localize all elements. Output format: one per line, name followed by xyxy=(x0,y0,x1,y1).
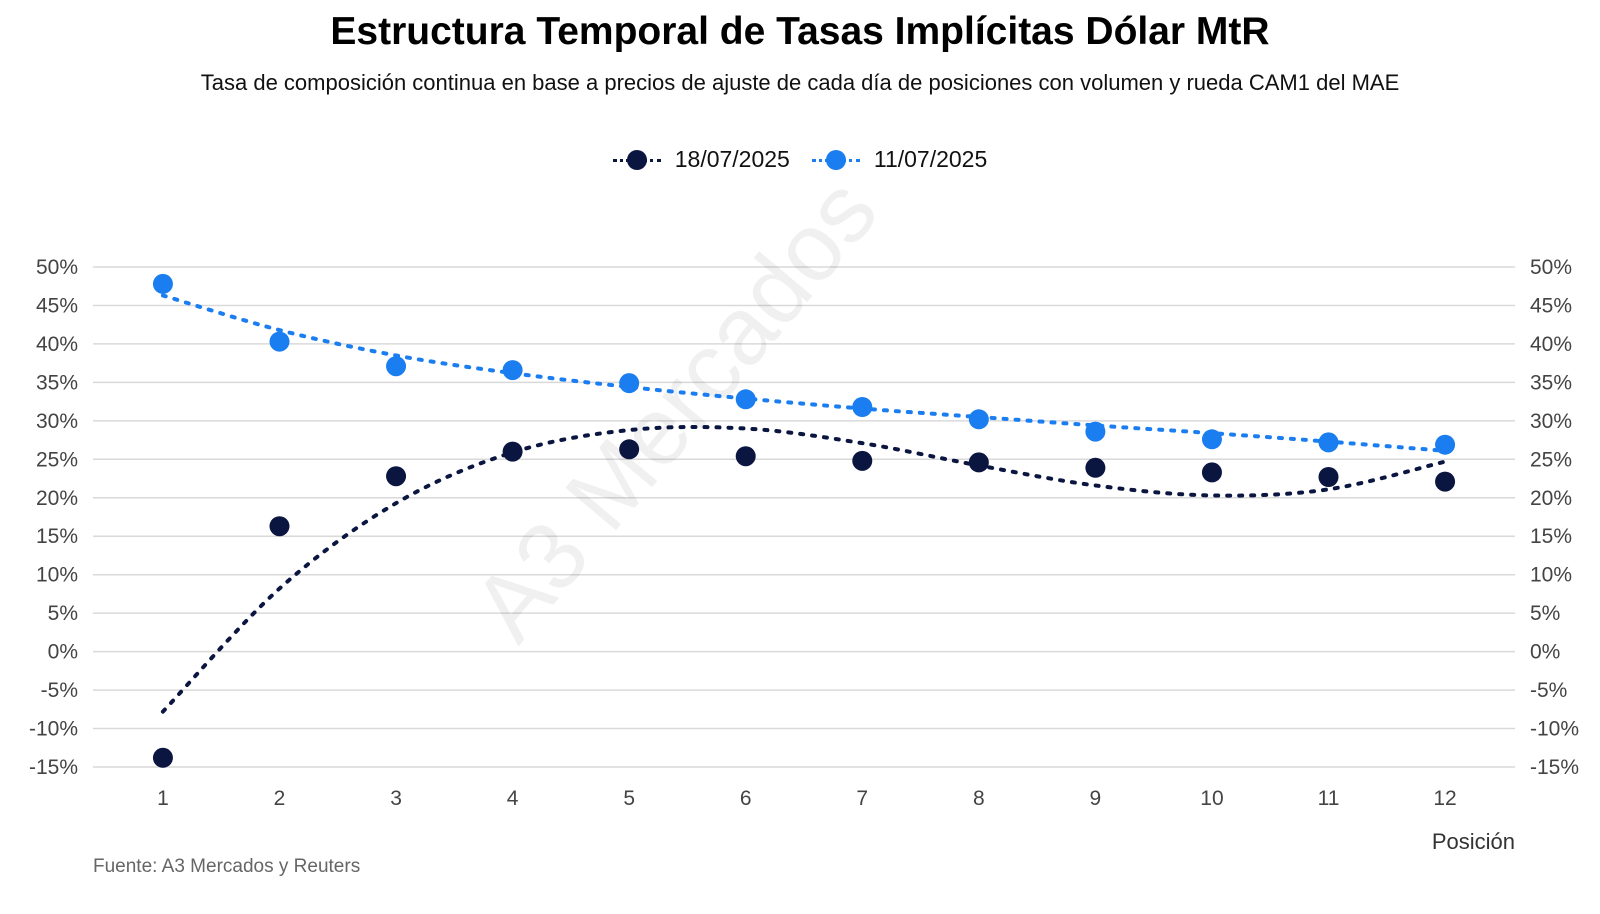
x-tick-label: 1 xyxy=(157,787,169,810)
x-tick-label: 11 xyxy=(1318,787,1340,810)
x-tick-label: 8 xyxy=(973,787,985,810)
data-point-series-1 xyxy=(1085,457,1106,478)
y-tick-label-right: 20% xyxy=(1530,487,1572,510)
data-point-series-1 xyxy=(968,452,989,473)
y-tick-label-right: 5% xyxy=(1530,602,1560,625)
trend-lines xyxy=(160,293,1448,714)
x-axis: 1 2 3 4 5 6 7 8 9 10 11 12 xyxy=(157,787,1457,810)
y-tick-label-right: -15% xyxy=(1530,756,1579,779)
y-tick-label-left: -10% xyxy=(29,718,78,741)
y-tick-label-right: 45% xyxy=(1530,294,1572,317)
data-point-series-2 xyxy=(152,273,173,294)
y-tick-label-left: 10% xyxy=(36,564,78,587)
y-tick-label-right: 30% xyxy=(1530,410,1572,433)
source-note: Fuente: A3 Mercados y Reuters xyxy=(93,856,361,877)
x-tick-label: 3 xyxy=(390,787,402,810)
data-point-series-1 xyxy=(619,439,640,460)
gridlines xyxy=(93,266,1515,768)
data-point-series-1 xyxy=(1435,471,1456,492)
y-tick-label-right: 10% xyxy=(1530,564,1572,587)
data-point-series-1 xyxy=(852,450,873,471)
y-tick-label-left: 20% xyxy=(36,487,78,510)
y-tick-label-left: 50% xyxy=(36,256,78,279)
legend: 18/07/2025 11/07/2025 xyxy=(0,146,1600,173)
legend-swatch-series-1 xyxy=(612,149,661,170)
y-tick-label-left: 40% xyxy=(36,333,78,356)
data-point-series-1 xyxy=(152,747,173,768)
x-tick-label: 4 xyxy=(507,787,519,810)
y-tick-label-left: 45% xyxy=(36,294,78,317)
legend-label-series-2: 11/07/2025 xyxy=(873,146,988,172)
data-points xyxy=(152,273,1456,768)
data-point-series-2 xyxy=(735,389,756,410)
x-tick-label: 6 xyxy=(740,787,752,810)
y-tick-label-left: 5% xyxy=(48,602,78,625)
legend-item-series-2: 11/07/2025 xyxy=(811,146,988,173)
data-point-series-2 xyxy=(502,360,523,381)
data-point-series-2 xyxy=(1085,421,1106,442)
y-tick-label-left: -15% xyxy=(29,756,78,779)
data-point-series-2 xyxy=(852,397,873,417)
data-point-series-2 xyxy=(1201,429,1222,450)
y-tick-label-right: 50% xyxy=(1530,256,1572,279)
y-tick-label-left: 35% xyxy=(36,371,78,394)
legend-label-series-1: 18/07/2025 xyxy=(674,146,790,172)
y-tick-label-right: -10% xyxy=(1530,718,1579,741)
y-tick-label-right: 35% xyxy=(1530,371,1572,394)
y-tick-label-left: 15% xyxy=(36,525,78,548)
x-tick-label: 9 xyxy=(1090,787,1102,810)
trend-line-series-1 xyxy=(160,424,1448,714)
y-tick-label-right: 15% xyxy=(1530,525,1572,548)
x-tick-label: 12 xyxy=(1433,787,1456,810)
chart-title: Estructura Temporal de Tasas Implícitas … xyxy=(330,10,1270,53)
data-point-series-2 xyxy=(269,331,290,352)
y-tick-label-left: -5% xyxy=(41,679,78,702)
data-point-series-1 xyxy=(1318,467,1339,487)
y-tick-label-right: 0% xyxy=(1530,641,1560,664)
data-point-series-2 xyxy=(1435,434,1456,455)
y-axis-right: 50% 45% 40% 35% 30% 25% 20% 15% 10% 5% 0% -5% -10% -1… xyxy=(1530,256,1579,779)
y-tick-label-right: -5% xyxy=(1530,679,1567,702)
data-point-series-1 xyxy=(269,516,290,537)
data-point-series-1 xyxy=(1201,462,1222,483)
y-tick-label-right: 25% xyxy=(1530,448,1572,471)
data-point-series-2 xyxy=(968,409,989,430)
legend-item-series-1: 18/07/2025 xyxy=(612,146,790,173)
data-point-series-1 xyxy=(735,446,756,467)
x-tick-label: 2 xyxy=(274,787,286,810)
y-tick-label-left: 30% xyxy=(36,410,78,433)
data-point-series-2 xyxy=(386,356,407,377)
data-point-series-2 xyxy=(619,373,640,394)
y-axis-left: 50% 45% 40% 35% 30% 25% 20% 15% 10% 5% 0% -5% -10% -1… xyxy=(29,256,78,779)
x-axis-label: Posición xyxy=(1432,829,1515,854)
x-tick-label: 10 xyxy=(1200,787,1223,810)
x-tick-label: 5 xyxy=(623,787,635,810)
y-tick-label-right: 40% xyxy=(1530,333,1572,356)
legend-swatch-series-2 xyxy=(811,149,860,170)
data-point-series-1 xyxy=(386,466,407,487)
data-point-series-1 xyxy=(502,441,523,462)
y-tick-label-left: 25% xyxy=(36,448,78,471)
y-tick-label-left: 0% xyxy=(48,641,78,664)
chart-subtitle: Tasa de composición continua en base a p… xyxy=(200,70,1400,95)
data-point-series-2 xyxy=(1318,432,1339,453)
watermark: A3 Mercados xyxy=(452,158,898,660)
x-tick-label: 7 xyxy=(856,787,868,810)
trend-line-series-2 xyxy=(160,293,1448,453)
